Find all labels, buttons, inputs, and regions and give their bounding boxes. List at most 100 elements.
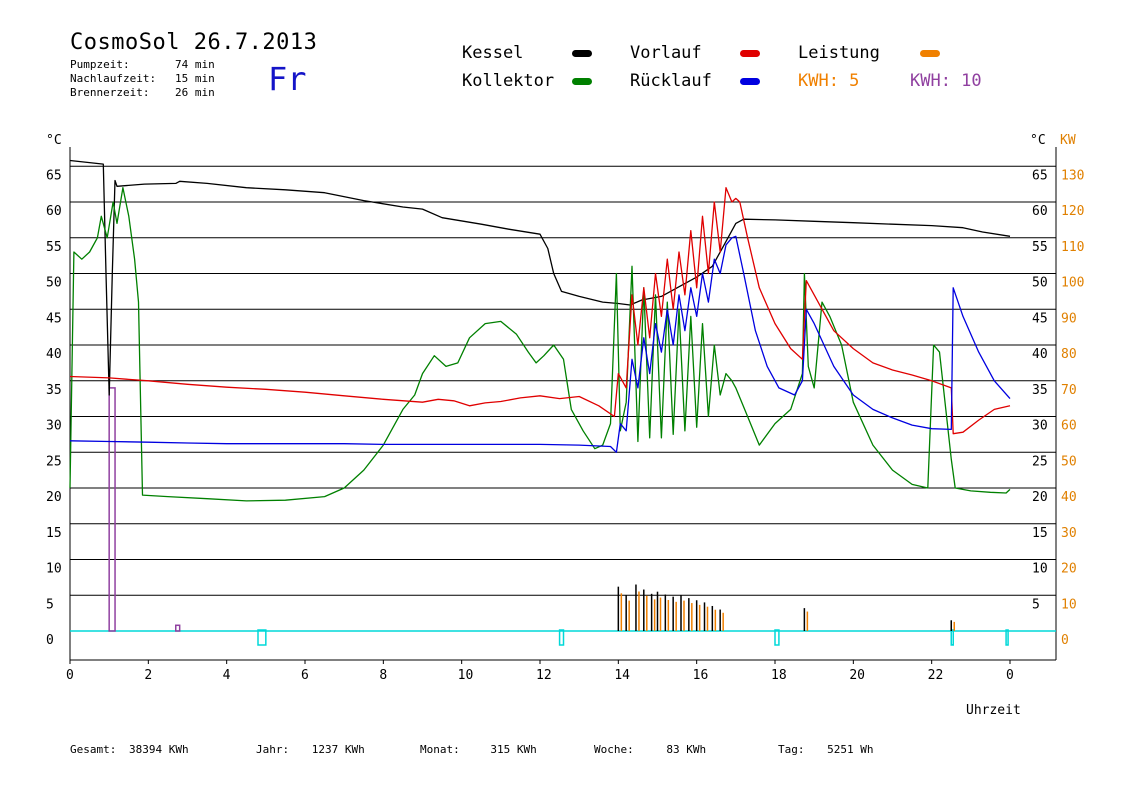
- x-tick-label-5: 10: [458, 668, 474, 683]
- y-left-tick-45: 45: [46, 311, 62, 326]
- y-left-tick-50: 50: [46, 276, 62, 291]
- kw-tick-10: 10: [1061, 597, 1077, 612]
- x-tick-label-7: 14: [614, 668, 630, 683]
- legend-leistung-swatch: [920, 50, 940, 57]
- legend-kessel-swatch: [572, 50, 592, 57]
- stat-tag-label: Tag:: [778, 743, 805, 756]
- kwh10-bar-1: [175, 624, 181, 632]
- kw-tick-20: 20: [1061, 562, 1077, 577]
- pump-marker-3: [950, 629, 954, 646]
- x-tick-label-12: 0: [1006, 668, 1014, 683]
- stat-tag: Tag: 5251 Wh: [778, 743, 873, 756]
- y-left-tick-25: 25: [46, 454, 62, 469]
- x-tick-label-10: 20: [849, 668, 865, 683]
- y-axis-right-unit: °C: [1030, 133, 1046, 148]
- info-pumpzeit: Pumpzeit: 74 min: [70, 58, 215, 71]
- y-right-tick-60: 60: [1032, 204, 1048, 219]
- kw-tick-120: 120: [1061, 204, 1084, 219]
- info-nachlaufzeit-label: Nachlaufzeit:: [70, 72, 157, 85]
- stat-monat-value: 315 KWh: [490, 743, 537, 756]
- chart-lines: [69, 159, 1011, 502]
- y-right-tick-45: 45: [1032, 311, 1048, 326]
- y-left-tick-40: 40: [46, 347, 62, 362]
- pump-marker-2: [774, 629, 780, 646]
- y-left-tick-65: 65: [46, 168, 62, 183]
- weekday-label: Fr: [268, 60, 307, 98]
- info-brennerzeit-label: Brennerzeit:: [70, 86, 150, 99]
- kw-tick-70: 70: [1061, 383, 1077, 398]
- series-ruecklauf: [69, 235, 1011, 453]
- stat-tag-value: 5251 Wh: [827, 743, 874, 756]
- series-kessel: [69, 159, 1011, 396]
- kw-tick-30: 30: [1061, 526, 1077, 541]
- y-right-tick-65: 65: [1032, 168, 1048, 183]
- kw-tick-50: 50: [1061, 454, 1077, 469]
- y-right-tick-20: 20: [1032, 490, 1048, 505]
- stat-gesamt-label: Gesamt:: [70, 743, 117, 756]
- info-pumpzeit-value: 74 min: [175, 58, 215, 71]
- pump-marker-4: [1005, 629, 1009, 646]
- y-axis-left-unit: °C: [46, 133, 62, 148]
- x-tick-label-6: 12: [536, 668, 552, 683]
- y-left-tick-35: 35: [46, 383, 62, 398]
- legend-kessel-label: Kessel: [462, 43, 524, 63]
- y-right-tick-25: 25: [1032, 454, 1048, 469]
- y-right-tick-50: 50: [1032, 276, 1048, 291]
- chart-title: CosmoSol 26.7.2013: [70, 30, 318, 55]
- y-right-tick-35: 35: [1032, 383, 1048, 398]
- legend-ruecklauf-label: Rücklauf: [630, 71, 712, 91]
- legend-kwh10-label: KWH: 10: [910, 71, 982, 91]
- stat-woche-value: 83 KWh: [666, 743, 707, 756]
- legend-kollektor-swatch: [572, 78, 592, 85]
- info-nachlaufzeit: Nachlaufzeit: 15 min: [70, 72, 215, 85]
- kw-tick-110: 110: [1061, 240, 1084, 255]
- chart-axes: [69, 147, 1057, 661]
- y-left-tick-10: 10: [46, 562, 62, 577]
- stat-jahr: Jahr: 1237 KWh: [256, 743, 365, 756]
- series-kollektor: [69, 187, 1011, 502]
- stat-jahr-value: 1237 KWh: [311, 743, 365, 756]
- y-left-tick-55: 55: [46, 240, 62, 255]
- chart-ticks: 0510152025303540455055606551015202530354…: [46, 168, 1084, 683]
- legend-kwh5-label: KWH: 5: [798, 71, 860, 91]
- stat-jahr-label: Jahr:: [256, 743, 290, 756]
- y-left-tick-20: 20: [46, 490, 62, 505]
- kw-tick-60: 60: [1061, 419, 1077, 434]
- kw-tick-90: 90: [1061, 311, 1077, 326]
- y-right-tick-30: 30: [1032, 419, 1048, 434]
- info-brennerzeit-value: 26 min: [175, 86, 215, 99]
- x-axis-label: Uhrzeit: [966, 703, 1021, 718]
- kwh10-bar-0: [108, 387, 116, 632]
- x-tick-label-0: 0: [66, 668, 74, 683]
- stat-gesamt-value: 38394 KWh: [128, 743, 189, 756]
- stat-woche: Woche: 83 KWh: [594, 743, 706, 756]
- y-left-tick-60: 60: [46, 204, 62, 219]
- x-tick-label-1: 2: [144, 668, 152, 683]
- info-brennerzeit: Brennerzeit: 26 min: [70, 86, 215, 99]
- kw-tick-40: 40: [1061, 490, 1077, 505]
- stat-gesamt: Gesamt: 38394 KWh: [70, 743, 189, 756]
- y-right-tick-15: 15: [1032, 526, 1048, 541]
- y-axis-kw-unit: KW: [1060, 133, 1076, 148]
- y-left-tick-5: 5: [46, 597, 54, 612]
- stat-monat-label: Monat:: [420, 743, 460, 756]
- x-tick-label-8: 16: [693, 668, 709, 683]
- y-right-tick-5: 5: [1032, 597, 1040, 612]
- pump-marker-0: [257, 629, 267, 646]
- chart-bars: [108, 387, 1009, 646]
- x-tick-label-9: 18: [771, 668, 787, 683]
- y-right-tick-40: 40: [1032, 347, 1048, 362]
- info-pumpzeit-label: Pumpzeit:: [70, 58, 130, 71]
- kw-tick-80: 80: [1061, 347, 1077, 362]
- x-tick-label-11: 22: [928, 668, 944, 683]
- pump-marker-1: [558, 629, 565, 646]
- y-right-tick-10: 10: [1032, 562, 1048, 577]
- legend-vorlauf-swatch: [740, 50, 760, 57]
- kw-tick-0: 0: [1061, 633, 1069, 648]
- kw-tick-100: 100: [1061, 276, 1084, 291]
- legend-kollektor-label: Kollektor: [462, 71, 555, 91]
- y-left-tick-15: 15: [46, 526, 62, 541]
- series-vorlauf: [69, 187, 1011, 435]
- stat-monat: Monat: 315 KWh: [420, 743, 537, 756]
